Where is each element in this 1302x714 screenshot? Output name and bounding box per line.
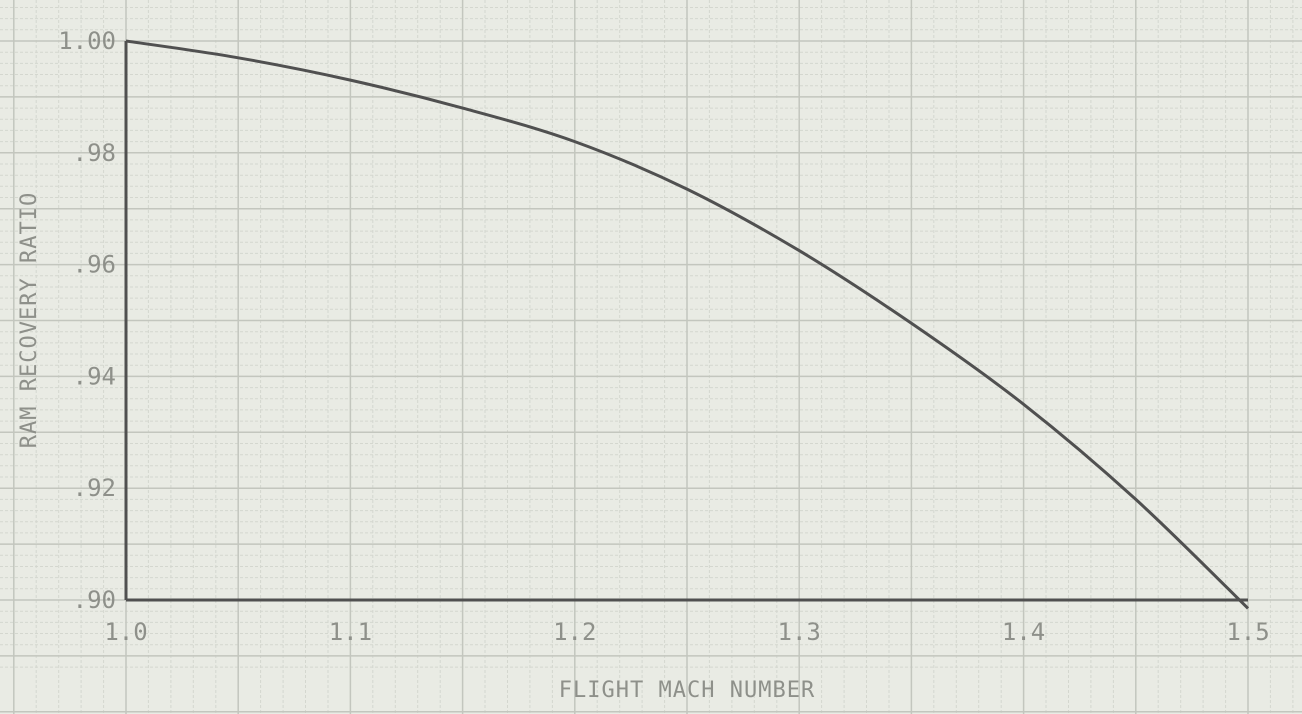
y-axis-title: RAM RECOVERY RATIO bbox=[17, 192, 42, 448]
y-tick-label: .92 bbox=[73, 474, 116, 502]
y-tick-label: .94 bbox=[73, 362, 116, 390]
y-tick-label: 1.00 bbox=[58, 27, 116, 55]
data-series bbox=[125, 39, 1250, 610]
x-tick-label: 1.5 bbox=[1226, 618, 1269, 646]
y-tick-labels: .90 .92 .94 .96 .98 1.00 bbox=[58, 27, 116, 614]
series-line bbox=[125, 39, 1250, 610]
y-tick-label: .98 bbox=[73, 139, 116, 167]
y-tick-label: .96 bbox=[73, 251, 116, 279]
x-tick-label: 1.2 bbox=[553, 618, 596, 646]
x-tick-label: 1.4 bbox=[1002, 618, 1045, 646]
x-axis-title: FLIGHT MACH NUMBER bbox=[559, 678, 815, 703]
x-tick-label: 1.3 bbox=[778, 618, 821, 646]
y-tick-label: .90 bbox=[73, 586, 116, 614]
x-tick-labels: 1.0 1.1 1.2 1.3 1.4 1.5 bbox=[104, 618, 1269, 646]
x-tick-label: 1.0 bbox=[104, 618, 147, 646]
x-tick-label: 1.1 bbox=[329, 618, 372, 646]
axes bbox=[124, 41, 1248, 602]
